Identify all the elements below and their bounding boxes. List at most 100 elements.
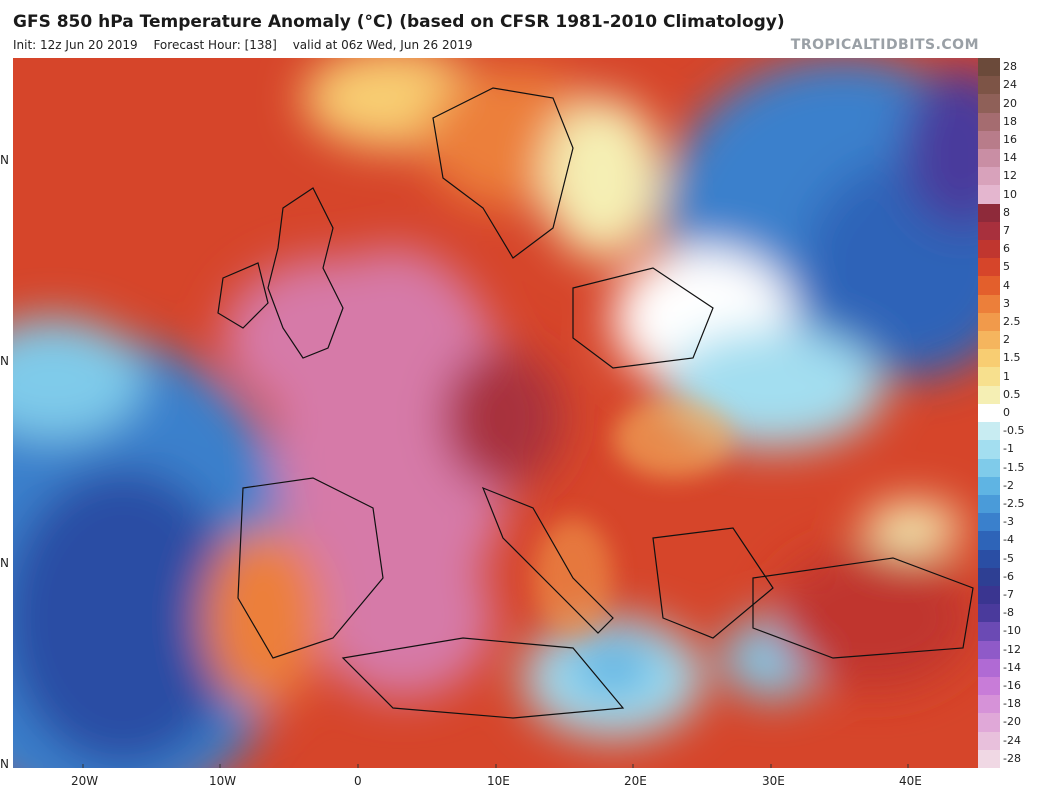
color-scale-swatch bbox=[978, 185, 1000, 205]
color-scale-label: -28 bbox=[1003, 751, 1021, 765]
color-scale-label: -24 bbox=[1003, 733, 1021, 747]
graticule bbox=[82, 764, 909, 768]
lon-label: 30E bbox=[762, 774, 785, 788]
color-scale-swatch bbox=[978, 731, 1000, 751]
color-scale-swatch bbox=[978, 604, 1000, 623]
color-scale-label: 3 bbox=[1003, 296, 1010, 310]
map-title: GFS 850 hPa Temperature Anomaly (°C) (ba… bbox=[13, 12, 785, 32]
color-scale-swatch bbox=[978, 112, 1000, 132]
color-scale-label: 24 bbox=[1003, 78, 1017, 92]
coastlines bbox=[217, 87, 974, 719]
color-scale-swatch bbox=[978, 549, 1000, 569]
color-scale-swatch bbox=[978, 167, 1000, 186]
color-scale-label: -12 bbox=[1003, 642, 1021, 656]
color-scale-label: -6 bbox=[1003, 569, 1014, 583]
lat-tick: N bbox=[0, 354, 9, 368]
color-scale-label: 16 bbox=[1003, 132, 1017, 146]
color-scale-label: 0 bbox=[1003, 406, 1010, 419]
color-scale-label: 4 bbox=[1003, 278, 1010, 292]
valid-time: valid at 06z Wed, Jun 26 2019 bbox=[292, 38, 473, 52]
color-scale-label: -2.5 bbox=[1003, 497, 1025, 511]
color-scale-swatch bbox=[978, 258, 1000, 277]
color-scale-swatch bbox=[978, 294, 1000, 314]
color-scale-swatch bbox=[978, 713, 1000, 733]
init-time: Init: 12z Jun 20 2019 bbox=[13, 38, 138, 52]
color-scale-label: -3 bbox=[1003, 515, 1014, 529]
color-scale-swatch bbox=[978, 676, 1000, 696]
color-scale-label: 2.5 bbox=[1003, 314, 1021, 328]
color-scale-swatch bbox=[978, 149, 1000, 168]
color-scale-label: -16 bbox=[1003, 679, 1021, 693]
color-scale-label: 6 bbox=[1003, 242, 1010, 256]
color-scale-swatch bbox=[978, 94, 1000, 114]
color-scale-label: 18 bbox=[1003, 114, 1017, 128]
map-subtitle: Init: 12z Jun 20 2019 Forecast Hour: [13… bbox=[13, 38, 485, 52]
lat-tick: N bbox=[0, 556, 9, 570]
color-scale-label: -1.5 bbox=[1003, 460, 1025, 474]
lon-label: 10E bbox=[487, 774, 510, 788]
color-scale-swatch bbox=[978, 240, 1000, 259]
color-scale-swatch bbox=[978, 312, 1000, 332]
color-scale-label: 1 bbox=[1003, 369, 1010, 383]
color-scale-label: 8 bbox=[1003, 205, 1010, 219]
color-scale-swatch bbox=[978, 749, 1000, 769]
color-scale-label: 28 bbox=[1003, 60, 1017, 74]
color-scale-swatch bbox=[978, 422, 1000, 441]
color-scale-swatch bbox=[978, 531, 1000, 551]
color-scale-swatch bbox=[978, 494, 1000, 514]
color-scale-swatch bbox=[978, 349, 1000, 368]
color-scale-label: -5 bbox=[1003, 551, 1014, 565]
lon-label: 20W bbox=[71, 774, 99, 788]
color-scale-swatch bbox=[978, 203, 1000, 223]
color-scale-swatch bbox=[978, 403, 1000, 423]
color-scale-swatch bbox=[978, 622, 1000, 642]
lon-label: 10W bbox=[209, 774, 237, 788]
color-scale-label: 7 bbox=[1003, 223, 1010, 237]
color-scale-label: 12 bbox=[1003, 169, 1017, 183]
color-scale-label: -4 bbox=[1003, 533, 1014, 547]
color-scale-label: 5 bbox=[1003, 260, 1010, 274]
color-scale-label: -20 bbox=[1003, 715, 1021, 729]
color-scale-label: 2 bbox=[1003, 333, 1010, 347]
color-scale-swatch bbox=[978, 331, 1000, 350]
lat-tick: N bbox=[0, 757, 9, 771]
color-scale-label: 14 bbox=[1003, 151, 1017, 165]
color-scale-swatch bbox=[978, 458, 1000, 478]
color-scale-swatch bbox=[978, 658, 1000, 678]
anomaly-field bbox=[13, 58, 978, 768]
color-scale-label: -14 bbox=[1003, 660, 1021, 674]
color-scale-label: -8 bbox=[1003, 606, 1014, 620]
forecast-hour: Forecast Hour: [138] bbox=[153, 38, 277, 52]
color-scale-swatch bbox=[978, 695, 1000, 714]
anomaly-map bbox=[13, 58, 978, 768]
lon-label: 0 bbox=[354, 774, 362, 788]
color-scale-swatch bbox=[978, 440, 1000, 459]
color-scale-label: 0.5 bbox=[1003, 387, 1021, 401]
color-scale-label: -10 bbox=[1003, 624, 1021, 638]
color-scale-label: 10 bbox=[1003, 187, 1017, 201]
lon-label: 40E bbox=[899, 774, 922, 788]
color-scale-swatch bbox=[978, 585, 1000, 605]
color-scale-swatch bbox=[978, 513, 1000, 532]
color-scale bbox=[978, 58, 1000, 769]
lon-label: 20E bbox=[624, 774, 647, 788]
color-scale-swatch bbox=[978, 221, 1000, 241]
color-scale-swatch bbox=[978, 567, 1000, 587]
color-scale-swatch bbox=[978, 640, 1000, 660]
color-scale-label: -7 bbox=[1003, 588, 1014, 602]
color-scale-label: -0.5 bbox=[1003, 424, 1025, 438]
color-scale-swatch bbox=[978, 276, 1000, 296]
color-scale-swatch bbox=[978, 76, 1000, 95]
color-scale-swatch bbox=[978, 130, 1000, 150]
lat-tick: N bbox=[0, 153, 9, 167]
color-scale-label: -2 bbox=[1003, 478, 1014, 492]
color-scale-swatch bbox=[978, 476, 1000, 496]
color-scale-label: -1 bbox=[1003, 442, 1014, 456]
color-scale-swatch bbox=[978, 385, 1000, 405]
color-scale-label: -18 bbox=[1003, 697, 1021, 711]
color-scale-label: 20 bbox=[1003, 96, 1017, 110]
brand-watermark[interactable]: TROPICALTIDBITS.COM bbox=[790, 37, 979, 53]
color-scale-swatch bbox=[978, 58, 1000, 77]
color-scale-swatch bbox=[978, 367, 1000, 387]
color-scale-label: 1.5 bbox=[1003, 351, 1021, 365]
